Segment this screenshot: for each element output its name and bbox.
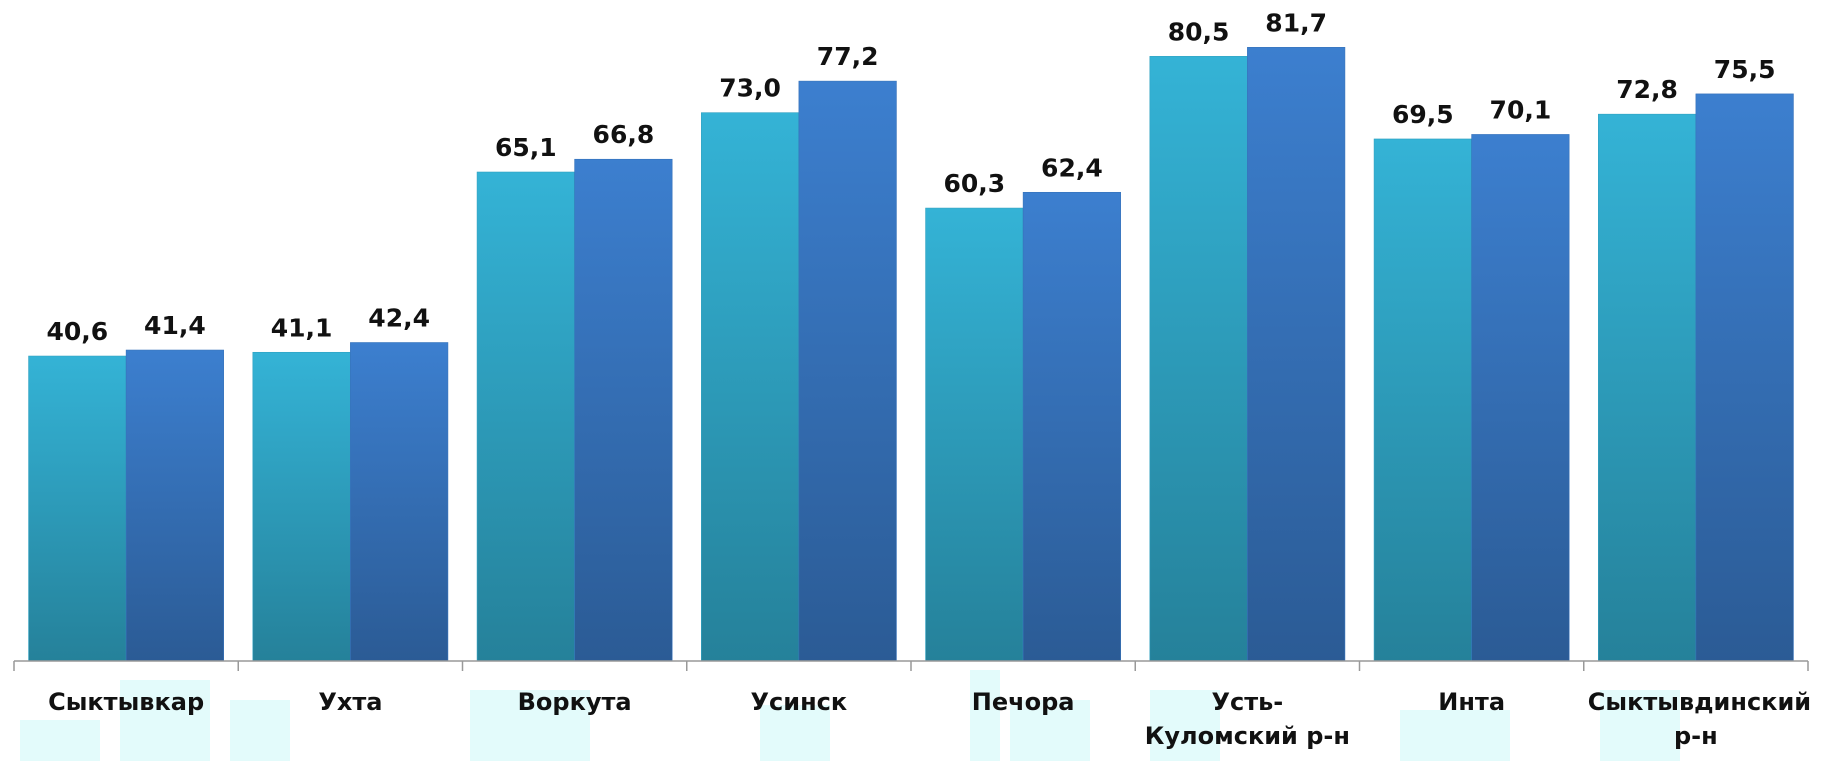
value-label: 69,5 <box>1392 100 1454 129</box>
bar <box>1471 134 1570 662</box>
category-label: Печора <box>971 688 1075 716</box>
category-label: Инта <box>1438 688 1506 716</box>
category-label: Воркута <box>517 688 632 716</box>
bar <box>1598 113 1697 662</box>
value-label: 42,4 <box>368 304 430 333</box>
bar <box>1695 93 1794 662</box>
bar <box>1022 191 1121 662</box>
bar <box>125 349 224 662</box>
category-label: Ухта <box>318 688 383 716</box>
bar <box>925 207 1024 662</box>
bar <box>574 158 673 662</box>
category-label: Усть-Куломский р-н <box>1144 688 1350 750</box>
value-label: 80,5 <box>1168 17 1230 46</box>
value-label: 41,1 <box>271 313 333 342</box>
bar <box>1373 138 1472 662</box>
value-label: 75,5 <box>1714 55 1776 84</box>
category-label: Сыктывкар <box>48 688 205 716</box>
bar <box>701 112 800 662</box>
value-label: 77,2 <box>817 42 879 71</box>
bar <box>476 171 575 662</box>
category-label: Сыктывдинский р-н <box>1587 688 1812 750</box>
value-label: 60,3 <box>944 169 1006 198</box>
bar <box>1149 56 1248 662</box>
bar <box>28 355 127 662</box>
value-label: 65,1 <box>495 133 557 162</box>
bar <box>798 80 897 662</box>
value-label: 41,4 <box>144 311 206 340</box>
bar <box>1247 47 1346 662</box>
bar <box>350 342 449 662</box>
value-label: 62,4 <box>1041 153 1103 182</box>
background-skyline <box>20 670 1680 761</box>
bar <box>252 351 351 662</box>
value-label: 66,8 <box>593 120 655 149</box>
value-label: 72,8 <box>1616 75 1678 104</box>
value-label: 73,0 <box>719 74 781 103</box>
value-label: 40,6 <box>47 317 109 346</box>
category-label: Усинск <box>750 688 848 716</box>
value-label: 81,7 <box>1265 8 1327 37</box>
value-label: 70,1 <box>1490 95 1552 124</box>
